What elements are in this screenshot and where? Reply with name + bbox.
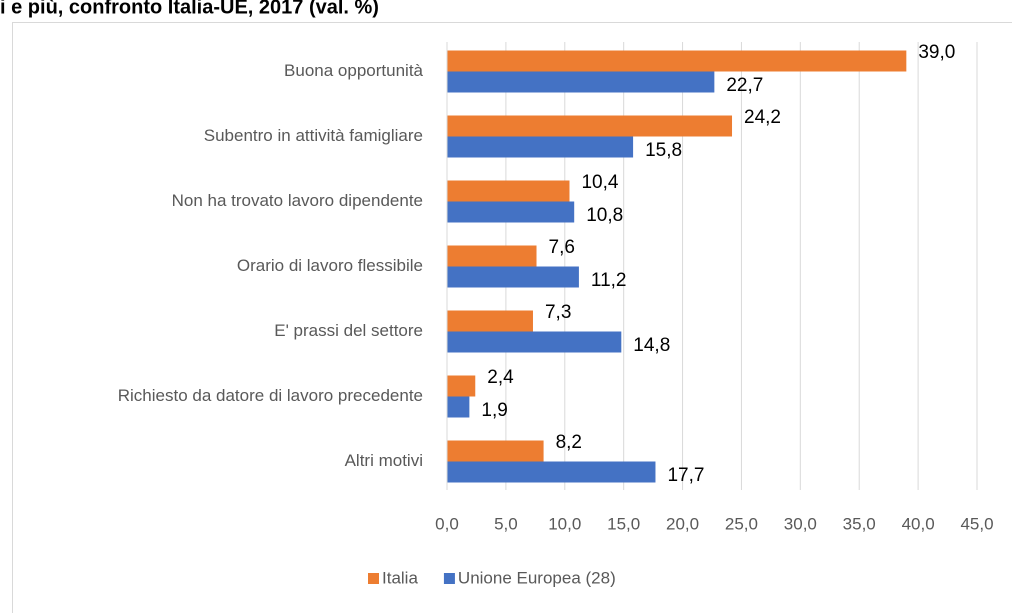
bar (447, 136, 634, 158)
chart-border (12, 22, 1012, 613)
chart-title: i e più, confronto Italia-UE, 2017 (val.… (0, 0, 379, 18)
data-label: 22,7 (726, 75, 763, 96)
data-label: 24,2 (744, 107, 781, 128)
bar (447, 201, 575, 223)
data-label: 11,2 (591, 270, 627, 291)
x-tick-label: 0,0 (435, 514, 459, 533)
y-tick-label: Non ha trovato lavoro dipendente (172, 191, 423, 210)
bar (447, 440, 544, 462)
y-tick-label: Buona opportunità (284, 61, 423, 80)
bar (447, 50, 907, 72)
x-tick-label: 35,0 (843, 514, 876, 533)
legend-label: Unione Europea (28) (458, 568, 616, 587)
y-tick-label: Orario di lavoro flessibile (237, 256, 423, 275)
bar (447, 115, 733, 137)
data-label: 7,6 (549, 237, 575, 258)
data-label: 2,4 (487, 367, 514, 388)
bar (447, 331, 622, 353)
bar (447, 375, 476, 397)
x-tick-label: 25,0 (725, 514, 758, 533)
data-label: 10,4 (581, 172, 618, 193)
data-label: 14,8 (633, 335, 670, 356)
x-tick-label: 20,0 (666, 514, 699, 533)
legend-swatch (443, 573, 455, 584)
x-tick-label: 5,0 (494, 514, 518, 533)
data-label: 15,8 (645, 140, 682, 161)
bar (447, 310, 533, 332)
y-tick-label: Richiesto da datore di lavoro precedente (118, 386, 423, 405)
x-tick-label: 15,0 (607, 514, 640, 533)
y-tick-label: E' prassi del settore (274, 321, 423, 340)
data-label: 10,8 (586, 205, 623, 226)
bar (447, 245, 537, 267)
x-tick-label: 10,0 (548, 514, 581, 533)
bar (447, 266, 579, 288)
bar (447, 71, 715, 93)
data-label: 8,2 (556, 432, 582, 453)
x-tick-label: 45,0 (960, 514, 993, 533)
data-label: 39,0 (918, 42, 955, 63)
bar (447, 396, 470, 418)
legend-swatch (368, 573, 379, 584)
y-tick-label: Altri motivi (345, 451, 423, 470)
x-tick-label: 40,0 (902, 514, 935, 533)
legend-label: Italia (382, 568, 418, 587)
y-tick-label: Subentro in attività famigliare (204, 126, 423, 145)
data-label: 7,3 (545, 302, 571, 323)
bar (447, 180, 570, 202)
data-label: 17,7 (667, 465, 704, 486)
x-tick-label: 30,0 (784, 514, 817, 533)
data-label: 1,9 (481, 400, 507, 421)
bar (447, 461, 656, 483)
